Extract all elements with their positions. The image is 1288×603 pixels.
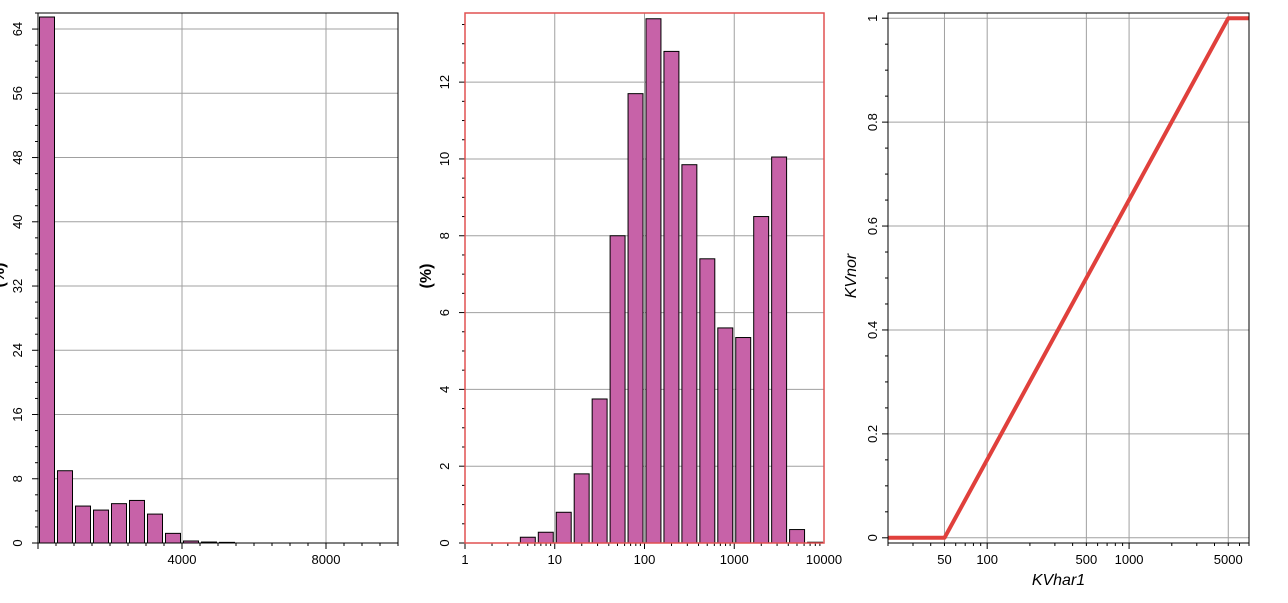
x-tick-label: 50	[937, 552, 951, 567]
y-tick-label: 10	[437, 152, 452, 166]
histogram-bar	[609, 235, 626, 544]
series-line-kvnor	[888, 16, 1249, 540]
histogram-bar	[111, 503, 127, 544]
x-tick-label: 10	[548, 552, 562, 567]
histogram-bar	[771, 156, 788, 544]
y-axis-title: (%)	[0, 263, 8, 288]
histogram-bar	[147, 513, 163, 544]
y-tick-label: 12	[437, 75, 452, 89]
y-tick-label: 8	[10, 475, 25, 482]
y-tick-label: 1	[865, 15, 880, 22]
y-tick-label: 0.6	[865, 217, 880, 235]
histogram-bar	[519, 536, 536, 544]
y-tick-label: 32	[10, 279, 25, 293]
y-tick-label: 56	[10, 86, 25, 100]
histogram-bar	[717, 327, 734, 544]
histogram-bar	[645, 18, 662, 544]
x-tick-label: 8000	[312, 552, 341, 567]
histogram-bar	[165, 532, 181, 544]
plot-frame	[887, 12, 1250, 544]
x-tick-label: 5000	[1214, 552, 1243, 567]
x-tick-label: 1	[461, 552, 468, 567]
y-tick-label: 40	[10, 215, 25, 229]
y-tick-label: 0	[437, 539, 452, 546]
x-tick-label: 500	[1076, 552, 1098, 567]
histogram-bar	[753, 216, 770, 544]
y-tick-label: 8	[437, 232, 452, 239]
histogram-bar	[627, 93, 644, 544]
histogram-bar	[75, 505, 91, 544]
plot-frame	[37, 12, 399, 544]
y-tick-label: 24	[10, 343, 25, 357]
histogram-bar	[789, 529, 806, 544]
chart-panel-2: 1 10 100 1000 10000 0 2 4 6 8 10 12 (%)	[418, 12, 842, 567]
x-tick-label: 1000	[720, 552, 749, 567]
histogram-bar	[573, 473, 590, 544]
histogram-bar	[663, 50, 680, 544]
histogram-bar	[699, 258, 716, 544]
histogram-bar	[129, 499, 145, 544]
y-tick-label: 64	[10, 22, 25, 36]
x-tick-label: 10000	[806, 552, 842, 567]
x-tick-label: 4000	[168, 552, 197, 567]
histogram-bar	[93, 509, 109, 544]
histogram-bar	[681, 164, 698, 544]
histogram-bar	[537, 531, 554, 544]
x-tick-label: 100	[634, 552, 656, 567]
y-tick-label: 6	[437, 309, 452, 316]
plot-frame	[464, 12, 825, 544]
histogram-bar	[591, 398, 608, 544]
chart-panel-3: 50 100 500 1000 5000 0 0.2 0.4 0.6 0.8 1 KVnor KVhar…	[843, 12, 1250, 589]
histogram-bar	[735, 337, 752, 544]
x-axis-title: KVhar1	[1032, 572, 1085, 589]
y-tick-label: 2	[437, 463, 452, 470]
y-tick-label: 0	[10, 539, 25, 546]
y-axis-title: KVnor	[843, 253, 860, 298]
y-axis-title: (%)	[418, 264, 435, 289]
y-tick-label: 4	[437, 386, 452, 393]
histogram-bar	[57, 470, 73, 544]
histogram-bar	[39, 16, 55, 544]
y-tick-label: 0.8	[865, 113, 880, 131]
y-tick-label: 16	[10, 407, 25, 421]
histogram-bar	[555, 511, 572, 544]
y-tick-label: 48	[10, 150, 25, 164]
x-tick-label: 1000	[1115, 552, 1144, 567]
x-tick-label: 100	[976, 552, 998, 567]
y-tick-label: 0.2	[865, 425, 880, 443]
chart-panel-1: 4000 8000 0 8 16 24 32 40 48 56 64 (%)	[0, 12, 399, 567]
y-tick-label: 0.4	[865, 321, 880, 339]
y-tick-label: 0	[865, 534, 880, 541]
